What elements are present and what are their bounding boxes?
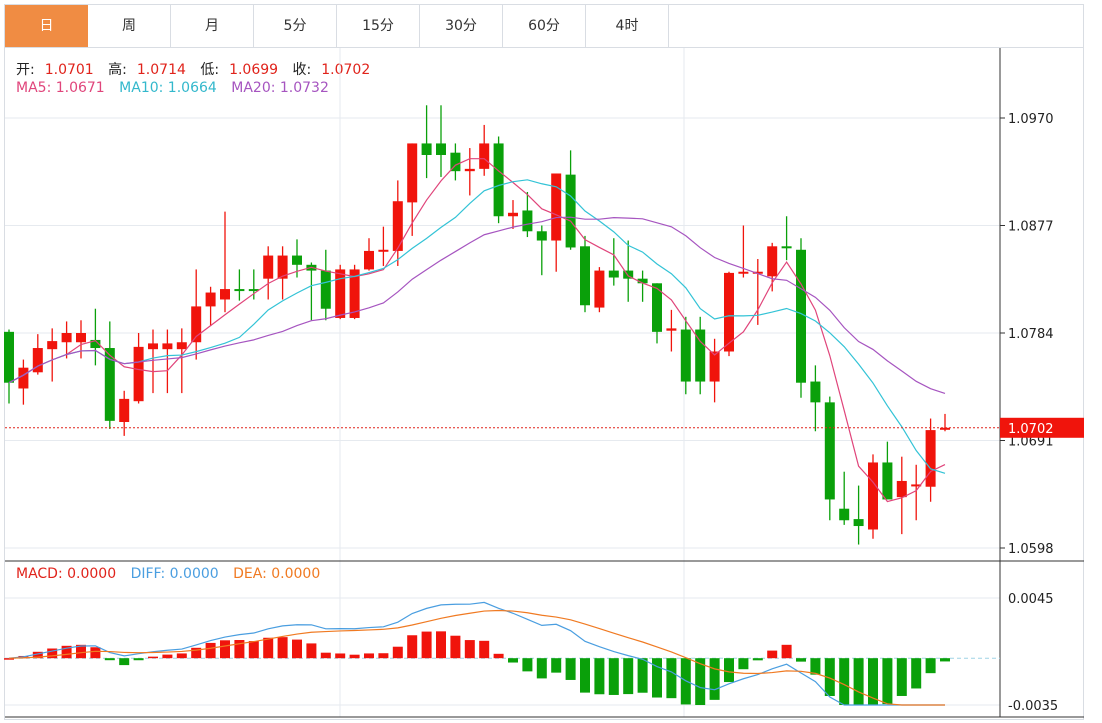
tab-2[interactable]: 月 <box>171 5 254 47</box>
tab-1[interactable]: 周 <box>88 5 171 47</box>
diff-value: DIFF: 0.0000 <box>130 566 219 582</box>
tab-5[interactable]: 30分 <box>420 5 503 47</box>
period-tabs: 日周月 5分 15分 30分 60分 4时 <box>5 5 1084 48</box>
ma-legend: MA5: 1.0671 MA10: 1.0664 MA20: 1.0732 <box>16 80 339 96</box>
tab-0[interactable]: 日 <box>5 5 88 47</box>
low-label: 低: <box>200 62 220 78</box>
tab-7[interactable]: 4时 <box>586 5 669 47</box>
ma5-value: MA5: 1.0671 <box>16 80 105 96</box>
ma20-value: MA20: 1.0732 <box>231 80 329 96</box>
ma10-value: MA10: 1.0664 <box>119 80 217 96</box>
high-value: 1.0714 <box>136 62 186 78</box>
low-value: 1.0699 <box>229 62 279 78</box>
close-value: 1.0702 <box>321 62 371 78</box>
ohlc-legend: 开: 1.0701 高: 1.0714 低: 1.0699 收: 1.0702 <box>16 59 380 79</box>
high-label: 高: <box>108 62 127 78</box>
tab-4[interactable]: 15分 <box>337 5 420 47</box>
close-label: 收: <box>292 62 312 78</box>
macd-legend: MACD: 0.0000 DIFF: 0.0000 DEA: 0.0000 <box>16 566 330 582</box>
tab-3[interactable]: 5分 <box>254 5 337 47</box>
macd-value: MACD: 0.0000 <box>16 566 117 582</box>
chart-frame <box>4 4 1084 720</box>
tab-6[interactable]: 60分 <box>503 5 586 47</box>
open-value: 1.0701 <box>44 62 94 78</box>
dea-value: DEA: 0.0000 <box>233 566 321 582</box>
open-label: 开: <box>16 62 35 78</box>
